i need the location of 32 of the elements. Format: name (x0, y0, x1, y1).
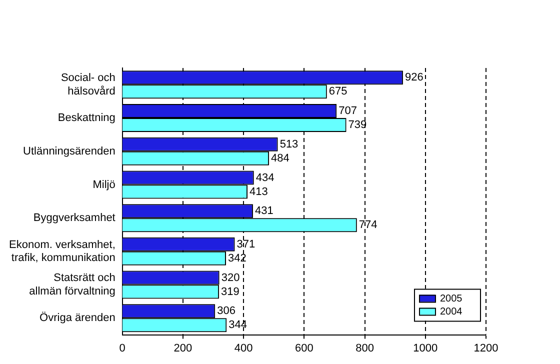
y-tick-label: Ekonom. verksamhet, trafik, kommunikation (9, 238, 116, 264)
x-tick-label: 0 (119, 342, 126, 354)
data-label: 306 (217, 305, 236, 318)
data-label: 320 (221, 272, 240, 284)
legend-label: 2005 (440, 294, 463, 305)
data-label: 484 (271, 152, 290, 164)
data-label: 434 (256, 172, 274, 184)
data-label: 344 (228, 319, 247, 332)
data-label: 707 (338, 105, 357, 118)
x-tick-label: 1200 (474, 342, 498, 354)
x-tick-label: 800 (356, 342, 374, 354)
y-tick-label: Statsrätt och allmän förvaltning (29, 272, 116, 298)
data-label: 774 (358, 219, 378, 232)
x-tick-label: 600 (295, 342, 314, 354)
y-tick-label: Beskattning (58, 112, 116, 124)
y-tick-label: Miljö (92, 178, 116, 191)
data-label: 926 (404, 72, 424, 84)
data-label: 342 (228, 252, 246, 264)
y-tick-label: Byggverksamhet (33, 212, 116, 224)
data-label: 413 (250, 186, 268, 198)
data-label: 319 (221, 286, 240, 298)
x-tick-label: 400 (234, 342, 253, 354)
y-tick-label: Utlänningsärenden (23, 145, 116, 158)
y-tick-label: Social- och hälsovård (60, 72, 116, 98)
legend-label: 2004 (440, 306, 463, 318)
x-tick-label: 1000 (413, 342, 438, 354)
data-label: 675 (328, 86, 348, 98)
data-label: 371 (236, 238, 256, 250)
x-tick-label: 200 (174, 342, 192, 354)
y-tick-label: Övriga ärenden (40, 311, 116, 324)
data-label: 431 (254, 205, 274, 218)
data-label: 513 (280, 138, 298, 150)
